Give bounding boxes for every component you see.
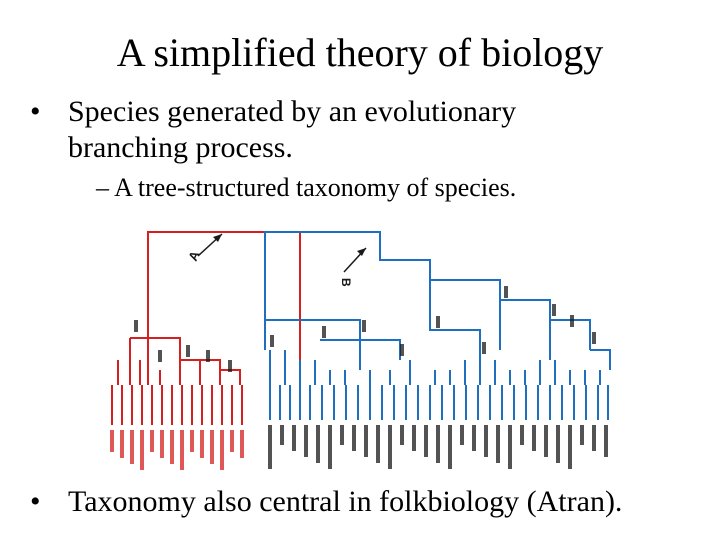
species-label-glyphs bbox=[170, 430, 174, 464]
species-label-glyphs bbox=[504, 286, 508, 298]
marker-a: A bbox=[185, 233, 223, 263]
species-label-glyphs bbox=[304, 425, 308, 457]
species-label-glyphs bbox=[292, 425, 296, 451]
red-branch bbox=[180, 359, 221, 385]
tree-node-labels bbox=[110, 286, 608, 470]
species-label-glyphs bbox=[140, 430, 144, 470]
species-label-glyphs bbox=[508, 425, 512, 469]
species-label-glyphs bbox=[186, 345, 190, 357]
taxonomy-tree-figure: A B bbox=[110, 231, 611, 470]
blue-branch bbox=[539, 360, 601, 385]
red-branch bbox=[161, 385, 203, 425]
species-label-glyphs bbox=[158, 350, 162, 362]
species-label-glyphs bbox=[352, 425, 356, 451]
species-label-glyphs bbox=[206, 350, 210, 362]
blue-branch bbox=[441, 385, 491, 420]
species-label-glyphs bbox=[460, 425, 464, 445]
species-label-glyphs bbox=[496, 425, 500, 463]
red-branch bbox=[211, 385, 243, 425]
species-label-glyphs bbox=[180, 430, 184, 470]
species-label-glyphs bbox=[400, 425, 404, 445]
blue-branch bbox=[381, 385, 431, 420]
red-branch bbox=[111, 385, 153, 425]
marker-b: B bbox=[339, 247, 367, 287]
species-label-glyphs bbox=[134, 320, 138, 332]
blue-branch bbox=[409, 360, 466, 385]
species-label-glyphs bbox=[544, 425, 548, 457]
slide-title: A simplified theory of biology bbox=[116, 30, 604, 75]
blue-branch bbox=[321, 385, 371, 420]
species-label-glyphs bbox=[268, 425, 272, 469]
blue-branch bbox=[269, 385, 311, 420]
species-label-glyphs bbox=[472, 425, 476, 451]
species-label-glyphs bbox=[328, 425, 332, 469]
species-label-glyphs bbox=[568, 425, 572, 469]
blue-clade-branches bbox=[264, 231, 611, 420]
blue-branch bbox=[590, 349, 611, 370]
red-branch bbox=[147, 231, 301, 380]
species-label-glyphs bbox=[482, 342, 486, 354]
species-label-glyphs bbox=[448, 425, 452, 469]
red-clade-branches bbox=[111, 231, 301, 425]
species-label-glyphs bbox=[484, 425, 488, 457]
species-label-glyphs bbox=[412, 425, 416, 451]
blue-branch bbox=[269, 350, 316, 385]
species-label-glyphs bbox=[388, 425, 392, 469]
species-label-glyphs bbox=[110, 430, 114, 452]
species-label-glyphs bbox=[240, 430, 244, 458]
species-label-glyphs bbox=[400, 344, 404, 356]
species-label-glyphs bbox=[130, 430, 134, 464]
species-label-glyphs bbox=[160, 430, 164, 458]
blue-branch bbox=[265, 319, 361, 340]
species-label-glyphs bbox=[230, 430, 234, 452]
red-branch bbox=[130, 337, 181, 385]
blue-branch bbox=[561, 385, 609, 420]
sub-bullet-marker: – bbox=[96, 173, 109, 202]
bullet-marker: • bbox=[30, 485, 41, 518]
blue-branch bbox=[479, 360, 526, 385]
sub-bullet-taxonomy: – A tree-structured taxonomy of species. bbox=[96, 172, 516, 204]
blue-branch bbox=[429, 280, 481, 360]
species-label-glyphs bbox=[424, 425, 428, 457]
species-label-glyphs bbox=[592, 425, 596, 451]
bullet-text: Species generated by an evolutionary bra… bbox=[68, 95, 517, 164]
species-label-glyphs bbox=[362, 320, 366, 332]
species-label-glyphs bbox=[364, 425, 368, 457]
marker-a-label: A bbox=[185, 248, 203, 263]
species-label-glyphs bbox=[604, 425, 608, 457]
blue-branch bbox=[329, 370, 391, 385]
species-label-glyphs bbox=[592, 332, 596, 344]
species-label-glyphs bbox=[280, 425, 284, 445]
marker-b-label: B bbox=[339, 278, 353, 287]
species-label-glyphs bbox=[190, 430, 194, 452]
species-label-glyphs bbox=[552, 304, 556, 316]
bullet-marker: • bbox=[30, 95, 41, 128]
blue-branch bbox=[264, 231, 591, 350]
species-label-glyphs bbox=[376, 425, 380, 463]
species-label-glyphs bbox=[120, 430, 124, 458]
species-label-glyphs bbox=[228, 360, 232, 372]
blue-branch bbox=[501, 385, 551, 420]
species-label-glyphs bbox=[436, 316, 440, 328]
species-label-glyphs bbox=[532, 425, 536, 451]
species-label-glyphs bbox=[520, 425, 524, 445]
species-label-glyphs bbox=[316, 425, 320, 463]
species-label-glyphs bbox=[340, 425, 344, 445]
species-label-glyphs bbox=[220, 430, 224, 470]
species-label-glyphs bbox=[150, 430, 154, 452]
species-label-glyphs bbox=[270, 335, 274, 347]
red-branch bbox=[220, 369, 241, 385]
species-label-glyphs bbox=[570, 315, 574, 327]
sub-bullet-text: A tree-structured taxonomy of species. bbox=[114, 173, 517, 202]
red-branch bbox=[117, 360, 141, 385]
species-label-glyphs bbox=[556, 425, 560, 463]
species-label-glyphs bbox=[436, 425, 440, 463]
species-label-glyphs bbox=[210, 430, 214, 464]
species-label-glyphs bbox=[322, 326, 326, 338]
species-label-glyphs bbox=[580, 425, 584, 445]
species-label-glyphs bbox=[200, 430, 204, 458]
bullet-text: Taxonomy also central in folkbiology (At… bbox=[68, 485, 623, 518]
